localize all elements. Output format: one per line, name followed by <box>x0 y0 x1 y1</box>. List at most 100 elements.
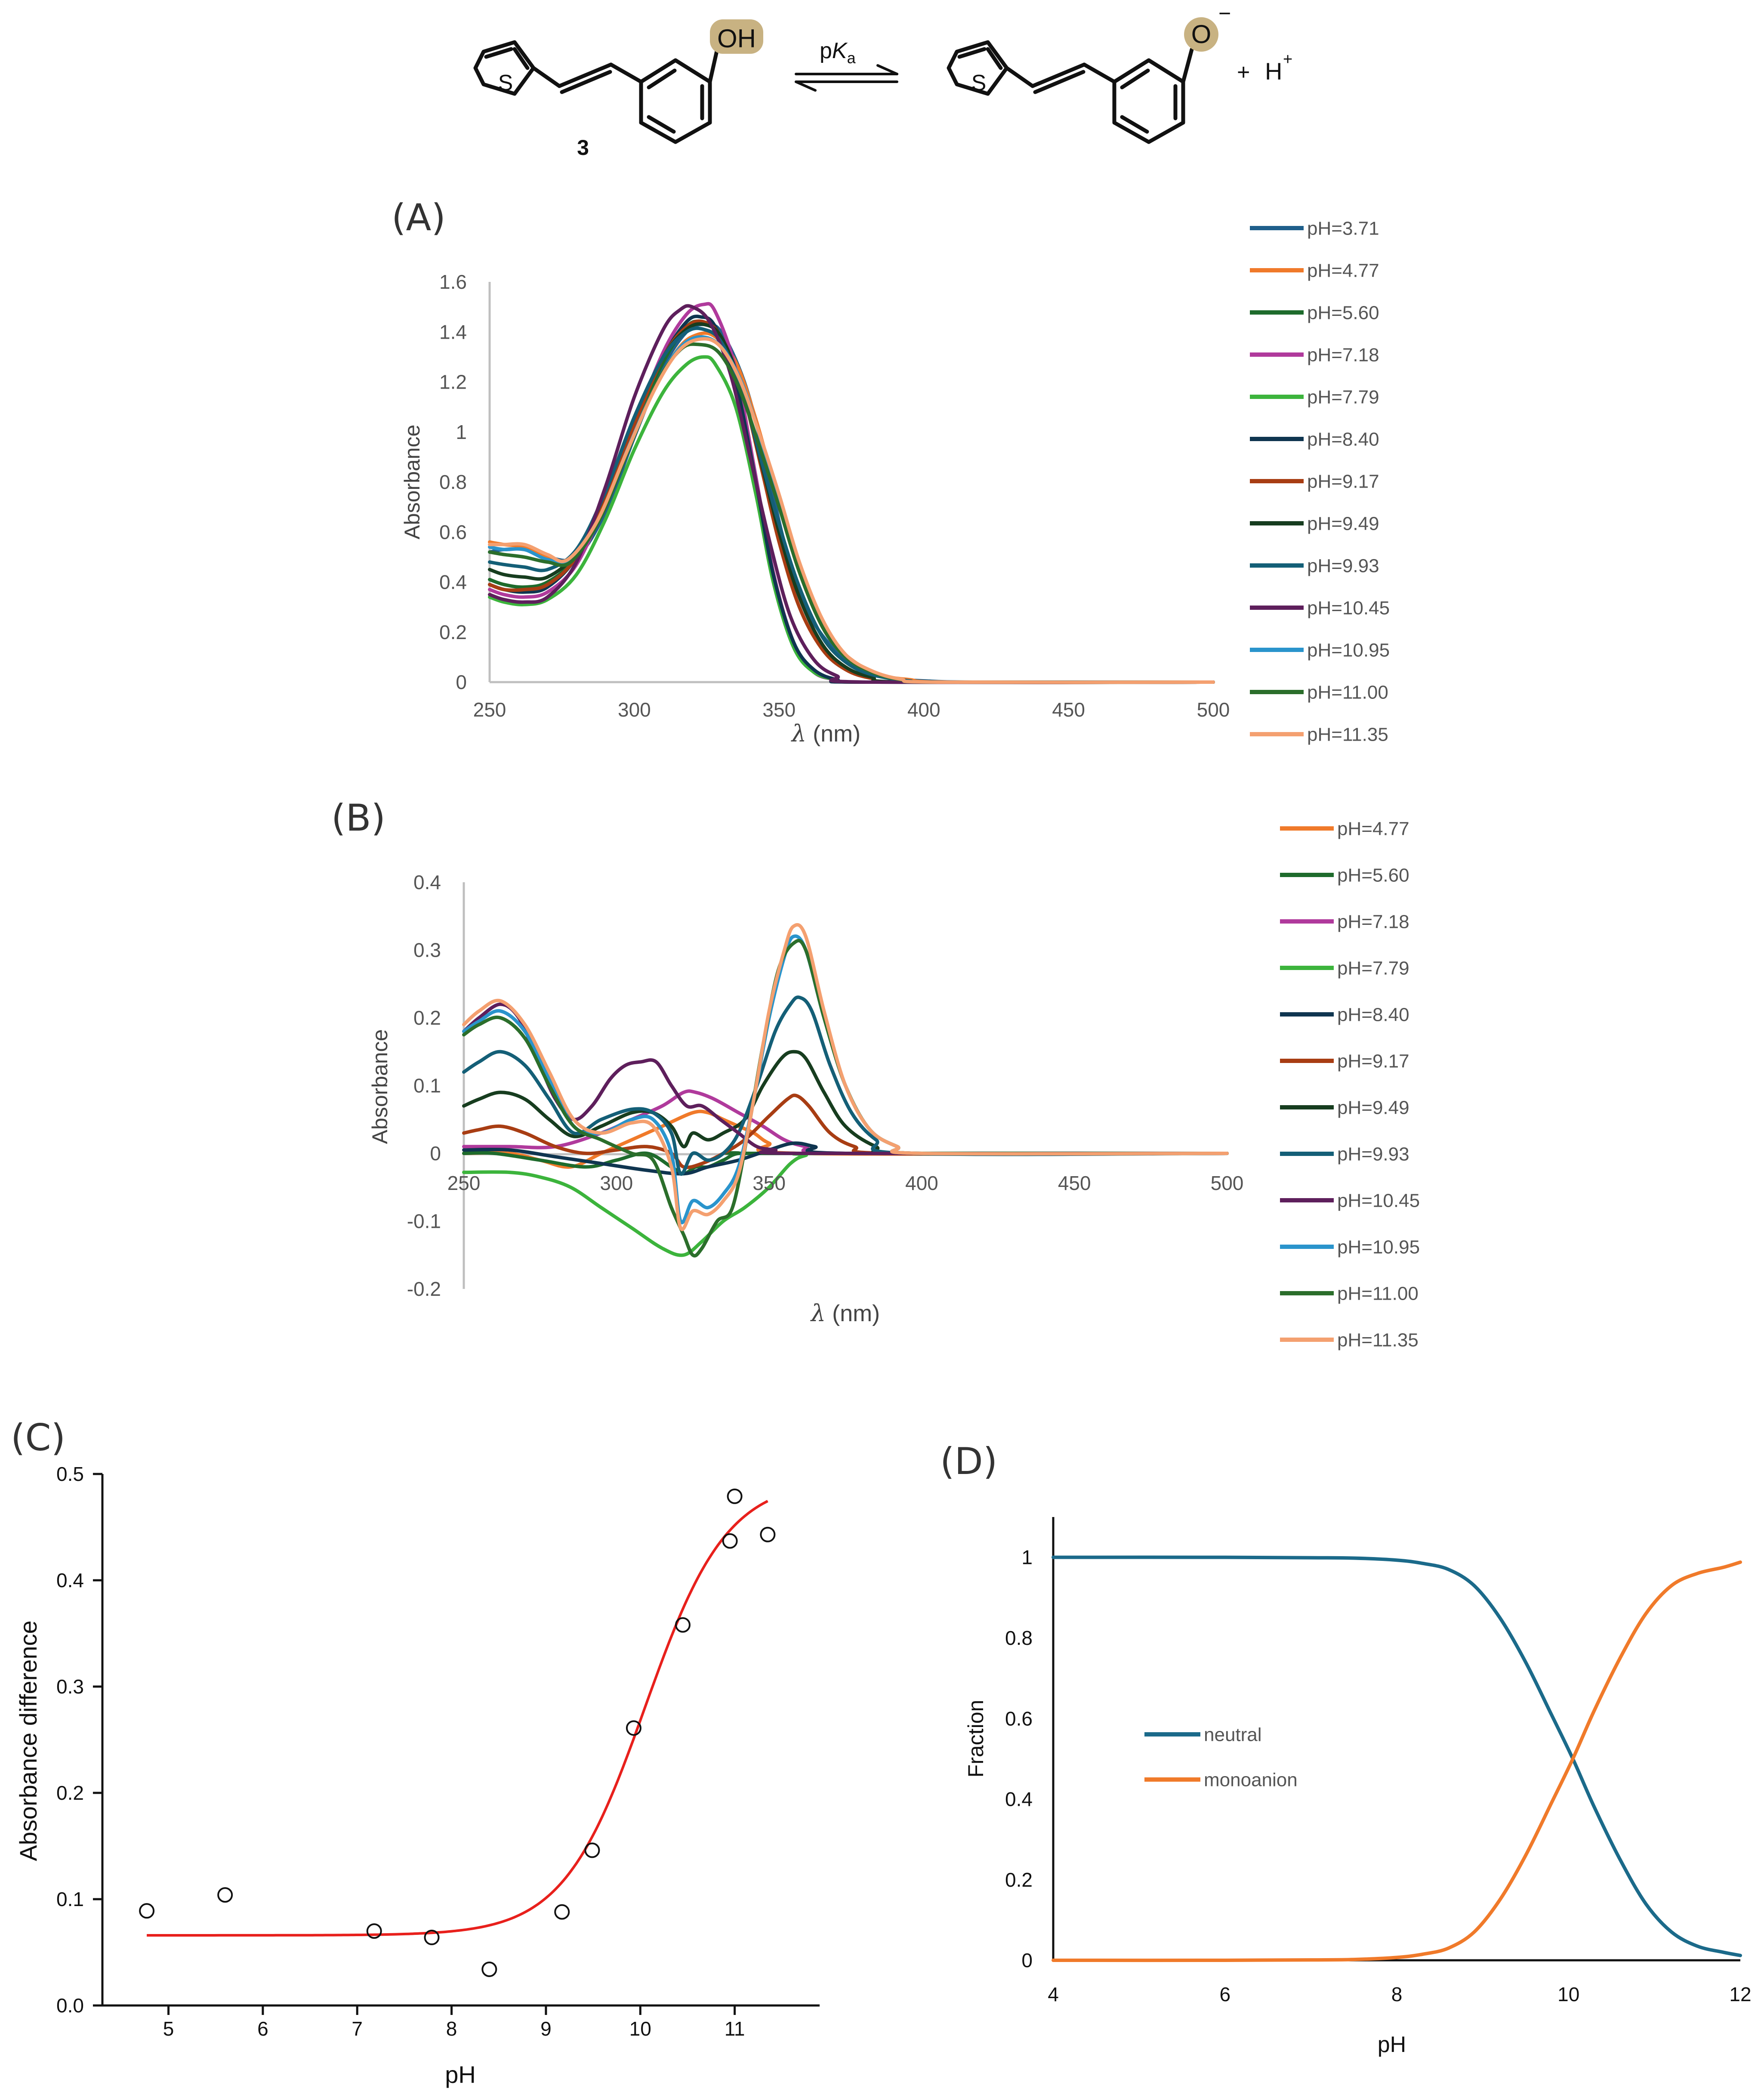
legend-entry: pH=3.71 <box>1307 218 1379 239</box>
benzene-ring-right <box>1112 58 1185 144</box>
chart-c: (C) 5 6 7 8 9 10 11 0.0 0.1 0.2 0.3 0.4 0.5 pH Abso… <box>11 1416 820 2088</box>
data-point <box>424 1929 440 1945</box>
data-point <box>584 1842 600 1858</box>
y-tick-label: 0.2 <box>413 1007 441 1029</box>
x-tick-label: 500 <box>1197 698 1230 721</box>
legend-entry: pH=8.40 <box>1337 1004 1409 1025</box>
legend-entry: pH=9.17 <box>1307 471 1379 492</box>
series-line-ph-5-60 <box>488 319 1215 684</box>
series-line-ph-8-40 <box>488 315 1215 684</box>
equilibrium-arrows <box>795 64 898 92</box>
y-tick-label: 0 <box>456 671 467 693</box>
y-tick-label: -0.1 <box>407 1210 441 1233</box>
reaction-scheme-labels: S S OH 3 pKa O − + H + <box>498 1 1293 160</box>
x-tick-label: 8 <box>446 2018 457 2040</box>
chart-a: (A) 250 300 350 400 450 500 0 0.2 0.4 0.6 0.8 1 1.2… <box>392 196 1390 747</box>
panel-label-a: (A) <box>392 196 446 239</box>
data-point <box>760 1526 776 1542</box>
data-point <box>722 1533 738 1549</box>
benzene-ring-left <box>639 58 712 144</box>
y-tick-label: 1.4 <box>439 321 467 343</box>
oxide-highlight <box>1184 17 1218 52</box>
x-tick-label: 5 <box>163 2018 174 2040</box>
series-line-ph-10-45 <box>488 304 1215 685</box>
legend-entry: pH=4.77 <box>1307 260 1379 281</box>
legend-entry: pH=11.35 <box>1307 724 1388 745</box>
proton-charge: + <box>1283 50 1292 68</box>
negative-charge: − <box>1218 1 1231 25</box>
chart-b: (B) 250 300 350 400 450 500 -0.2 -0.1 0 0.1 0.2 0.… <box>331 797 1420 1350</box>
sulfur-atom-right: S <box>971 71 987 96</box>
phenoxide-group: O <box>1191 20 1212 49</box>
series-line-ph-11-35 <box>462 923 1229 1231</box>
x-tick-label: 4 <box>1048 1983 1059 2005</box>
vinyl-double-left <box>557 62 613 88</box>
data-point <box>727 1488 743 1504</box>
fit-curve <box>147 1500 768 1937</box>
x-tick-label: 9 <box>540 2018 552 2040</box>
y-tick-label: 0.4 <box>413 871 441 893</box>
y-tick-label: 0.2 <box>1005 1869 1033 1891</box>
x-tick-label: 6 <box>1219 1983 1230 2005</box>
legend-entry: pH=10.95 <box>1307 640 1390 661</box>
y-tick-label: 1.6 <box>439 271 467 293</box>
chart-c-y-label: Absorbance difference <box>15 1620 42 1861</box>
series-line-ph-9-17 <box>462 1094 1229 1169</box>
legend-entry: monoanion <box>1204 1769 1298 1790</box>
y-tick-label: 0.8 <box>1005 1627 1033 1649</box>
y-tick-label: 0.2 <box>56 1782 84 1804</box>
panel-label-d: (D) <box>940 1440 997 1483</box>
x-tick-label: 12 <box>1729 1983 1751 2005</box>
x-tick-label: 350 <box>752 1172 786 1194</box>
legend-entry: pH=5.60 <box>1337 865 1409 886</box>
legend-entry: pH=9.49 <box>1307 513 1379 534</box>
chart-a-y-label: Absorbance <box>400 425 424 540</box>
y-tick-label: 0.3 <box>56 1675 84 1698</box>
y-tick-label: 0.1 <box>413 1075 441 1097</box>
data-point <box>481 1962 497 1977</box>
x-tick-label: 350 <box>762 698 796 721</box>
legend-entry: pH=10.45 <box>1337 1190 1420 1211</box>
proton: H <box>1265 58 1282 85</box>
series-line-ph-8-40 <box>462 1141 1229 1176</box>
legend-entry: pH=7.18 <box>1337 911 1409 932</box>
legend-entry: pH=7.79 <box>1307 386 1379 408</box>
y-tick-label: 0.8 <box>439 471 467 493</box>
y-tick-label: 0.4 <box>1005 1788 1033 1811</box>
chart-a-x-label: λ (nm) <box>791 720 860 747</box>
x-tick-label: 6 <box>257 2018 268 2040</box>
x-tick-label: 300 <box>618 698 651 721</box>
x-tick-label: 450 <box>1058 1172 1091 1194</box>
y-tick-label: 0.1 <box>56 1888 84 1910</box>
y-tick-label: 1.2 <box>439 371 467 393</box>
series-line-monoanion <box>1052 1560 1742 1962</box>
chart-b-x-label: λ (nm) <box>810 1300 880 1327</box>
chart-c-x-label: pH <box>445 2061 476 2088</box>
data-point <box>139 1903 155 1919</box>
legend-entry: pH=9.49 <box>1337 1097 1409 1118</box>
legend-entry: pH=11.00 <box>1307 682 1388 703</box>
x-tick-label: 11 <box>725 2018 745 2040</box>
x-tick-label: 7 <box>352 2018 363 2040</box>
chart-b-y-label: Absorbance <box>368 1029 392 1144</box>
reaction-scheme <box>473 40 1194 144</box>
thiophene-ring-right <box>947 40 1009 96</box>
legend-entry: pH=9.93 <box>1337 1143 1409 1165</box>
compound-number: 3 <box>577 136 589 160</box>
data-point <box>366 1923 382 1939</box>
y-tick-label: 0 <box>430 1142 441 1165</box>
y-tick-label: 0.6 <box>1005 1707 1033 1730</box>
legend-entry: pH=10.95 <box>1337 1236 1420 1258</box>
y-tick-label: 0.4 <box>56 1569 84 1591</box>
series-line-ph-7-79 <box>462 1151 1229 1257</box>
x-tick-label: 400 <box>905 1172 938 1194</box>
x-tick-label: 250 <box>473 698 506 721</box>
x-tick-label: 10 <box>629 2018 651 2040</box>
legend-entry: pH=7.18 <box>1307 344 1379 365</box>
data-point <box>217 1887 233 1903</box>
series-line-ph-9-93 <box>462 995 1229 1176</box>
y-tick-label: 1 <box>1021 1546 1033 1569</box>
oh-highlight <box>710 19 763 54</box>
x-tick-label: 500 <box>1211 1172 1244 1194</box>
